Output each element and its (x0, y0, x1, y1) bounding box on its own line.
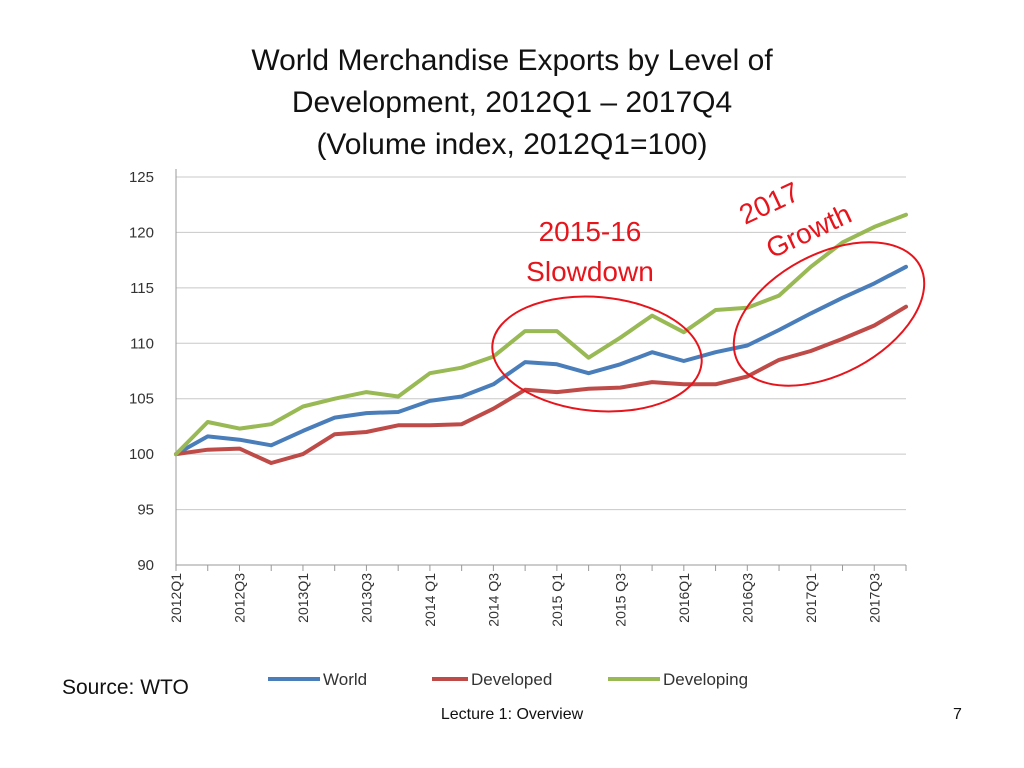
x-tick-label: 2013Q3 (358, 573, 374, 623)
title-line-2: Development, 2012Q1 – 2017Q4 (291, 86, 733, 119)
x-tick-label: 2016Q3 (739, 573, 755, 623)
legend-label-developed: Developed (471, 670, 552, 689)
x-tick-label: 2014 Q3 (485, 573, 501, 627)
y-tick-label: 100 (129, 446, 154, 463)
x-tick-label: 2015 Q3 (612, 573, 628, 627)
y-tick-label: 105 (129, 391, 154, 408)
title-line-1: World Merchandise Exports by Level of (251, 44, 773, 77)
x-tick-label: 2017Q3 (866, 573, 882, 623)
annotation-slowdown-line-1: 2015-16 (539, 216, 642, 247)
series-line-developing (174, 212, 908, 457)
legend-label-world: World (323, 670, 367, 689)
y-tick-label: 125 (129, 169, 154, 186)
slide-title: World Merchandise Exports by Level of De… (0, 40, 1024, 166)
y-tick-label: 120 (129, 224, 154, 241)
x-tick-label: 2012Q3 (231, 573, 247, 623)
annotation-growth-circle (732, 241, 926, 387)
footer-text: Lecture 1: Overview (440, 706, 584, 723)
x-tick-label: 2012Q1 (168, 573, 184, 623)
series-line-world (174, 264, 908, 457)
x-tick-label: 2015 Q1 (549, 573, 565, 627)
x-tick-label: 2016Q1 (676, 573, 692, 623)
x-tick-label: 2014 Q1 (422, 573, 438, 627)
y-tick-label: 95 (137, 502, 154, 519)
source-note: Source: WTO (62, 676, 189, 699)
legend-label-developing: Developing (663, 670, 748, 689)
x-tick-label: 2013Q1 (295, 573, 311, 623)
x-tick-label: 2017Q1 (803, 573, 819, 623)
series-line-developed (174, 304, 908, 465)
annotation-slowdown-circle (491, 295, 703, 413)
y-tick-label: 90 (137, 557, 154, 574)
y-tick-label: 110 (130, 335, 154, 352)
title-line-3: (Volume index, 2012Q1=100) (316, 128, 708, 161)
y-tick-label: 115 (130, 280, 154, 297)
annotation-slowdown-line-2: Slowdown (526, 256, 654, 287)
page-number: 7 (953, 706, 962, 723)
